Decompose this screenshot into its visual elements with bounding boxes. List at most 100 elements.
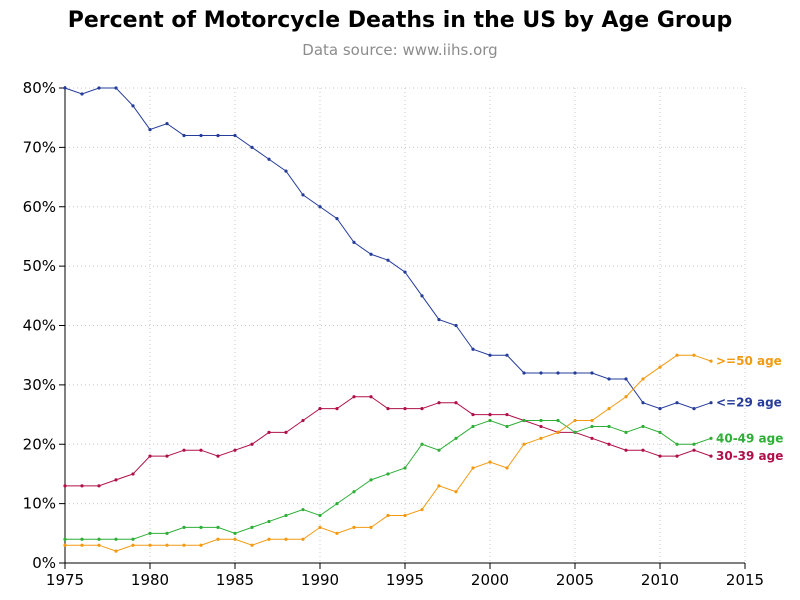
data-point — [63, 86, 67, 90]
data-point — [403, 513, 407, 518]
data-point — [641, 401, 645, 405]
data-point — [607, 377, 611, 381]
data-point — [182, 543, 186, 547]
data-point — [420, 407, 424, 411]
y-tick-label: 10% — [23, 495, 56, 513]
data-point — [658, 430, 662, 434]
data-point — [80, 537, 84, 541]
data-point — [165, 543, 169, 547]
data-point — [199, 133, 203, 138]
data-point — [131, 543, 135, 547]
data-point — [607, 407, 611, 411]
data-point — [607, 442, 611, 446]
series-labels: <=29 age 30-39 age 40-49 age >=50 age — [716, 354, 783, 463]
tick-labels: 1975 1980 1985 1990 1995 2000 2005 2010 2015 0% 10… — [23, 79, 764, 589]
data-point — [182, 448, 186, 452]
data-point — [590, 424, 594, 429]
data-point — [165, 454, 169, 458]
data-point — [403, 270, 407, 274]
data-point — [369, 252, 373, 256]
data-point — [590, 436, 594, 440]
data-point — [199, 543, 203, 547]
data-point — [250, 145, 254, 149]
data-point — [488, 418, 492, 423]
data-point — [403, 466, 407, 470]
y-tick-label: 50% — [23, 257, 56, 275]
data-point — [199, 448, 203, 452]
data-point — [97, 537, 101, 541]
data-point — [199, 525, 203, 529]
data-point — [63, 484, 67, 488]
data-point — [335, 531, 339, 535]
series-line — [65, 419, 712, 540]
data-point — [148, 454, 152, 458]
chart-title: Percent of Motorcycle Deaths in the US b… — [67, 8, 733, 33]
data-point — [573, 430, 577, 434]
data-point — [63, 537, 67, 541]
data-point — [437, 484, 441, 488]
x-tick-label: 1995 — [386, 571, 424, 589]
data-point — [318, 525, 322, 529]
data-point — [624, 448, 628, 452]
series-line — [64, 87, 712, 410]
data-point — [352, 240, 356, 244]
series-label: 30-39 age — [716, 449, 783, 463]
data-point — [148, 531, 152, 535]
data-point — [250, 442, 254, 446]
data-point — [522, 371, 526, 375]
data-point — [556, 371, 560, 375]
data-point — [250, 525, 254, 529]
axes — [59, 86, 746, 569]
data-point — [420, 294, 424, 298]
data-point — [437, 401, 441, 405]
data-point — [709, 436, 713, 440]
data-point — [233, 537, 237, 541]
data-point — [607, 424, 611, 429]
x-tick-label: 1980 — [131, 571, 169, 589]
data-point — [352, 395, 356, 399]
data-point — [658, 407, 662, 411]
data-point — [97, 86, 101, 90]
data-point — [250, 543, 254, 547]
data-point — [505, 412, 509, 417]
series-label: <=29 age — [716, 396, 782, 410]
data-point — [505, 424, 509, 429]
data-point — [335, 217, 339, 221]
data-point — [675, 353, 679, 357]
data-point — [403, 407, 407, 411]
data-point — [131, 537, 135, 541]
data-point — [624, 377, 628, 381]
data-point — [165, 122, 169, 126]
data-point — [233, 133, 237, 138]
data-point — [97, 543, 101, 547]
data-point — [488, 353, 492, 357]
data-point — [641, 448, 645, 452]
data-point — [539, 436, 543, 440]
data-point — [692, 407, 696, 411]
data-point — [131, 472, 135, 476]
data-point — [420, 507, 424, 512]
data-point — [454, 401, 458, 405]
series-label: 40-49 age — [716, 431, 783, 445]
data-point — [182, 133, 186, 138]
data-point — [692, 353, 696, 357]
data-point — [148, 543, 152, 547]
data-point — [454, 490, 458, 494]
data-point — [539, 418, 543, 423]
data-point — [284, 430, 288, 434]
data-point — [556, 430, 560, 434]
data-point — [590, 418, 594, 423]
data-point — [216, 454, 220, 458]
data-point — [352, 490, 356, 494]
data-point — [641, 424, 645, 429]
data-point — [471, 424, 475, 429]
data-point — [97, 484, 101, 488]
data-point — [505, 466, 509, 470]
data-point — [573, 371, 577, 375]
data-point — [471, 466, 475, 470]
data-point — [267, 157, 271, 161]
data-point — [369, 525, 373, 529]
y-tick-label: 60% — [23, 198, 56, 216]
data-point — [454, 323, 458, 328]
